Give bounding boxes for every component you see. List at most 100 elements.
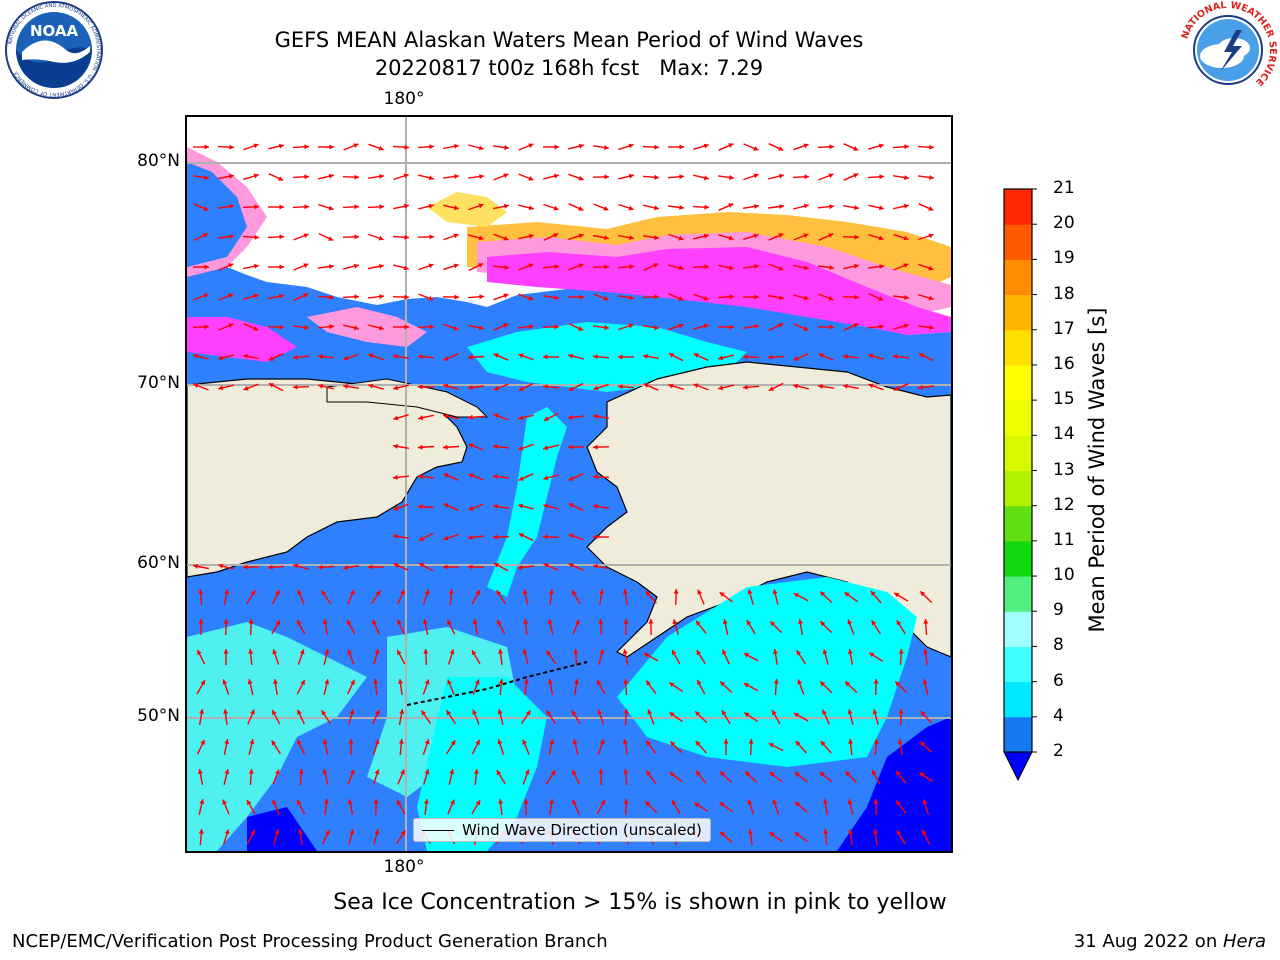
wind-wave-arrowhead	[368, 353, 374, 359]
wind-wave-arrowhead	[669, 712, 675, 717]
wind-wave-arrowhead	[254, 204, 259, 210]
wind-wave-arrowhead	[568, 476, 574, 481]
wind-wave-arrowhead	[321, 710, 327, 716]
wind-wave-arrowhead	[525, 710, 531, 716]
wind-wave-arrowhead	[429, 324, 434, 330]
wind-wave-arrowhead	[778, 266, 784, 271]
wind-wave-arrowhead	[794, 832, 800, 837]
wind-wave-arrowhead	[268, 383, 274, 388]
wind-wave-arrowhead	[293, 384, 298, 390]
wind-wave-arrowhead	[518, 533, 524, 538]
legend-label: Wind Wave Direction (unscaled)	[462, 821, 702, 839]
wind-wave-arrowhead	[622, 649, 628, 655]
wind-wave-arrowhead	[273, 679, 278, 684]
wind-wave-arrowhead	[772, 710, 777, 716]
wind-wave-arrowhead	[450, 799, 455, 805]
wind-wave-arrowhead	[343, 565, 348, 570]
wind-wave-arrowhead	[393, 354, 398, 359]
chart-subtitle: 20220817 t00z 168h fcst Max: 7.29	[374, 56, 764, 80]
wind-wave-arrowhead	[374, 829, 380, 835]
wind-wave-arrowhead	[779, 204, 784, 209]
wind-wave-arrowhead	[568, 533, 574, 539]
wind-wave-arrowhead	[854, 294, 859, 300]
wind-wave-arrowhead	[668, 383, 674, 389]
wind-wave-arrowhead	[393, 505, 399, 511]
wind-wave-arrowhead	[275, 769, 280, 775]
wind-wave-arrowhead	[218, 355, 224, 361]
wind-wave-arrowhead	[348, 739, 354, 744]
wind-wave-arrowhead	[622, 739, 628, 744]
wind-wave-arrowhead	[823, 829, 829, 834]
wind-wave-arrowhead	[475, 590, 480, 596]
wind-wave-arrowhead	[918, 384, 923, 390]
wind-wave-arrowhead	[928, 295, 934, 301]
wind-wave-arrowhead	[879, 264, 884, 269]
colorbar-extend-triangle	[1003, 751, 1033, 782]
wind-wave-arrowhead	[848, 739, 854, 744]
wind-wave-arrowhead	[543, 563, 549, 568]
wind-wave-arrowhead	[673, 589, 679, 594]
wind-wave-arrowhead	[873, 829, 878, 834]
wind-wave-arrowhead	[829, 265, 834, 270]
wind-wave-arrowhead	[598, 769, 604, 774]
wind-wave-arrowhead	[193, 383, 199, 389]
wind-wave-arrowhead	[453, 325, 459, 331]
wind-wave-arrowhead	[853, 146, 859, 151]
wind-wave-arrowhead	[374, 739, 380, 745]
wind-wave-arrowhead	[678, 296, 684, 301]
wind-wave-arrowhead	[720, 681, 726, 687]
wind-wave-arrowhead	[720, 771, 726, 777]
wind-wave-arrowhead	[722, 619, 728, 625]
wind-wave-arrowhead	[623, 589, 628, 594]
wind-wave-arrowhead	[720, 831, 725, 837]
wind-wave-arrowhead	[328, 236, 334, 241]
wind-wave-arrowhead	[778, 323, 784, 328]
wind-wave-arrowhead	[247, 679, 253, 685]
wind-wave-arrowhead	[593, 474, 598, 480]
wind-wave-arrowhead	[518, 564, 523, 570]
wind-wave-arrowhead	[719, 592, 725, 597]
wind-wave-arrowhead	[898, 709, 904, 714]
wind-wave-arrowhead	[878, 143, 884, 149]
colorbar-segment	[1004, 681, 1032, 718]
wind-wave-arrowhead	[922, 679, 928, 685]
wind-wave-arrowhead	[368, 564, 373, 570]
wind-wave-arrowhead	[593, 534, 598, 540]
wind-wave-arrowhead	[853, 263, 859, 269]
wind-wave-arrowhead	[253, 263, 259, 269]
legend-line-sample	[422, 829, 454, 831]
wind-wave-arrowhead	[318, 354, 323, 360]
wind-wave-arrowhead	[448, 589, 454, 594]
wind-wave-arrowhead	[879, 174, 884, 180]
wind-wave-arrowhead	[722, 649, 727, 655]
wind-wave-arrowhead	[204, 324, 209, 330]
wind-wave-arrowhead	[868, 383, 874, 389]
wind-wave-arrowhead	[729, 175, 734, 180]
wind-wave-arrowhead	[575, 619, 580, 625]
wind-wave-arrowhead	[694, 802, 700, 808]
wind-wave-arrowhead	[878, 205, 884, 211]
wind-wave-arrowhead	[204, 264, 209, 270]
wind-wave-arrowhead	[922, 829, 927, 835]
wind-wave-arrowhead	[229, 234, 234, 239]
wind-wave-arrowhead	[329, 324, 334, 330]
wind-wave-arrowhead	[303, 263, 309, 268]
wind-wave-arrowhead	[593, 385, 599, 391]
wind-wave-arrowhead	[197, 769, 203, 774]
wind-wave-arrowhead	[229, 204, 234, 209]
wind-wave-arrowhead	[243, 564, 248, 570]
wind-wave-arrowhead	[543, 384, 548, 390]
wind-wave-arrowhead	[728, 235, 734, 241]
wind-wave-arrows	[192, 143, 935, 846]
wind-wave-arrowhead	[628, 143, 634, 149]
wind-wave-arrowhead	[572, 590, 577, 596]
wind-wave-arrowhead	[847, 619, 853, 625]
wind-wave-arrowhead	[498, 649, 504, 654]
wind-wave-arrowhead	[297, 620, 302, 626]
wind-wave-arrowhead	[279, 264, 284, 270]
wind-wave-arrowhead	[896, 830, 902, 836]
wind-wave-arrowhead	[204, 175, 209, 180]
wind-wave-arrowhead	[494, 563, 500, 568]
wind-wave-arrowhead	[546, 710, 552, 716]
wind-wave-arrowhead	[443, 473, 449, 478]
